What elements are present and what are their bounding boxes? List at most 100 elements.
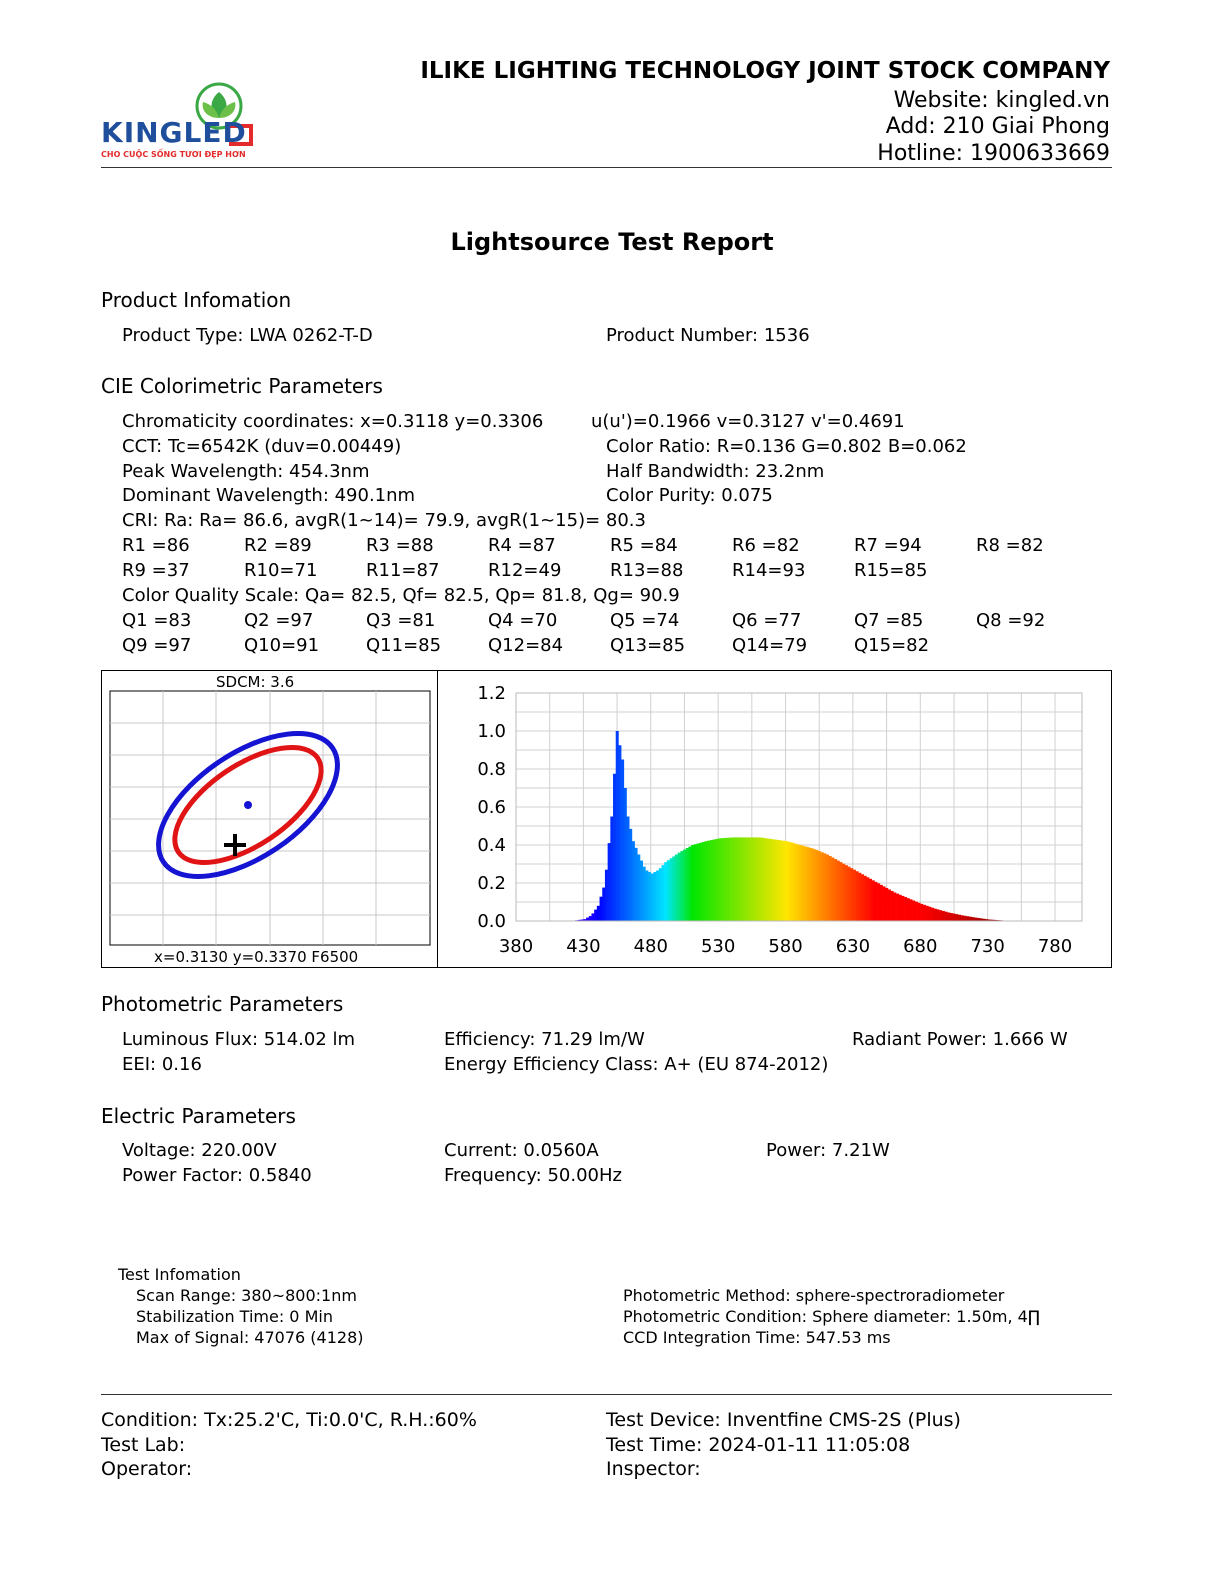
- spectrum-bar: [836, 860, 840, 921]
- cqs-summary: Color Quality Scale: Qa= 82.5, Qf= 82.5,…: [122, 585, 680, 606]
- inspector: Inspector:: [606, 1458, 701, 1480]
- spectrum-bar: [947, 912, 951, 921]
- spectrum-bar: [712, 839, 716, 921]
- spectrum-bar: [809, 848, 813, 921]
- r-value: R6 =82: [732, 535, 800, 556]
- spectrum-bar: [804, 846, 808, 921]
- spectrum-bar: [909, 899, 913, 921]
- spectrum-bar: [615, 731, 619, 921]
- inner-sdcm-ellipse: [172, 745, 324, 865]
- spectrum-bar: [801, 845, 805, 921]
- r-value: R12=49: [488, 560, 562, 581]
- spectrum-bar: [755, 837, 759, 921]
- q-value: Q10=91: [244, 635, 320, 656]
- sdcm-footer: x=0.3130 y=0.3370 F6500: [154, 948, 359, 966]
- spectrum-bar: [955, 914, 959, 921]
- spectrum-bar: [906, 898, 910, 921]
- spectrum-bar: [844, 865, 848, 921]
- half-bandwidth: Half Bandwidth: 23.2nm: [606, 461, 825, 482]
- spectrum-bar: [696, 843, 700, 921]
- spectrum-bar: [650, 873, 654, 921]
- q-value: Q4 =70: [488, 610, 558, 631]
- spectrum-bar: [984, 919, 988, 921]
- spectrum-bar: [901, 895, 905, 921]
- chromaticity-coordinates: Chromaticity coordinates: x=0.3118 y=0.3…: [122, 411, 544, 432]
- spectrum-bar: [912, 900, 916, 921]
- x-tick-label: 580: [768, 936, 802, 957]
- spectrum-bar: [583, 919, 587, 921]
- spectrum-bar: [855, 871, 859, 921]
- panel-divider: [437, 671, 438, 967]
- spectrum-bar: [645, 870, 649, 921]
- r-value: R4 =87: [488, 535, 556, 556]
- test-lab: Test Lab:: [101, 1434, 186, 1456]
- energy-class: Energy Efficiency Class: A+ (EU 874-2012…: [444, 1054, 829, 1075]
- spectrum-bar: [672, 856, 676, 921]
- spectrum-bar: [688, 846, 692, 921]
- q-value: Q6 =77: [732, 610, 802, 631]
- spectrum-bar: [588, 916, 592, 921]
- y-tick-label: 1.0: [477, 721, 506, 742]
- test-device: Test Device: Inventfine CMS-2S (Plus): [606, 1409, 961, 1431]
- spectrum-bar: [634, 847, 638, 921]
- spectrum-bar: [747, 837, 751, 921]
- header-divider: [101, 167, 1112, 168]
- dominant-wavelength: Dominant Wavelength: 490.1nm: [122, 485, 416, 506]
- spectrum-bar: [637, 854, 641, 921]
- spectrum-bar: [974, 917, 978, 921]
- spectrum-bar: [761, 837, 765, 921]
- lotus-icon: [195, 82, 253, 146]
- spectrum-bar: [831, 857, 835, 921]
- spectrum-bar: [799, 845, 802, 921]
- spectrum-bar: [594, 909, 598, 921]
- spectrum-bar: [928, 906, 932, 921]
- plot-frame: [515, 692, 1083, 922]
- spectrum-bar: [731, 837, 735, 921]
- spectrum-bar: [847, 866, 851, 921]
- spectrum-bar: [642, 866, 646, 921]
- photometric-heading: Photometric Parameters: [101, 992, 344, 1016]
- spectrum-bar: [723, 837, 727, 921]
- q-value: Q13=85: [610, 635, 686, 656]
- r-value: R8 =82: [976, 535, 1044, 556]
- spectrum-bar: [920, 903, 924, 921]
- product-type: Product Type: LWA 0262-T-D: [122, 325, 373, 346]
- spectrum-bar: [958, 914, 962, 921]
- electric-heading: Electric Parameters: [101, 1104, 296, 1128]
- r-value: R5 =84: [610, 535, 678, 556]
- test-time: Test Time: 2024-01-11 11:05:08: [606, 1434, 911, 1456]
- spectrum-bar: [904, 897, 908, 921]
- r-value: R14=93: [732, 560, 806, 581]
- spectrum-bar: [879, 884, 883, 921]
- spectrum-bar: [715, 838, 719, 921]
- spectrum-bar: [772, 839, 776, 921]
- spectrum-bar: [613, 773, 617, 921]
- spectrum-bar: [602, 887, 606, 921]
- power: Power: 7.21W: [766, 1140, 890, 1161]
- spectrum-bar: [699, 842, 703, 921]
- spectrum-bar: [607, 843, 611, 921]
- r-value: R15=85: [854, 560, 928, 581]
- spectrum-bar: [869, 878, 873, 921]
- q-value: Q12=84: [488, 635, 564, 656]
- spectrum-bar: [685, 848, 689, 921]
- spectrum-bar: [788, 841, 792, 921]
- sdcm-ellipse-plot: [109, 690, 431, 946]
- outer-sdcm-ellipse: [156, 731, 340, 879]
- company-hotline: Hotline: 1900633669: [877, 141, 1110, 166]
- spectrum-bar: [639, 860, 643, 921]
- spectrum-bar: [944, 911, 948, 921]
- spectrum-bar: [586, 917, 590, 921]
- spectrum-bar: [693, 844, 697, 921]
- uv-coordinates: u(u')=0.1966 v=0.3127 v'=0.4691: [591, 411, 905, 432]
- test-condition: Condition: Tx:25.2'C, Ti:0.0'C, R.H.:60%: [101, 1409, 477, 1431]
- spectrum-bar: [753, 837, 757, 921]
- photometric-condition: Photometric Condition: Sphere diameter: …: [623, 1307, 1040, 1326]
- x-tick-label: 730: [970, 936, 1004, 957]
- spectrum-bar: [933, 908, 937, 921]
- x-tick-label: 630: [836, 936, 870, 957]
- spectrum-bar: [982, 918, 986, 921]
- spectrum-bar: [949, 913, 953, 921]
- spectrum-bar: [604, 869, 608, 921]
- scan-range: Scan Range: 380~800:1nm: [136, 1286, 357, 1305]
